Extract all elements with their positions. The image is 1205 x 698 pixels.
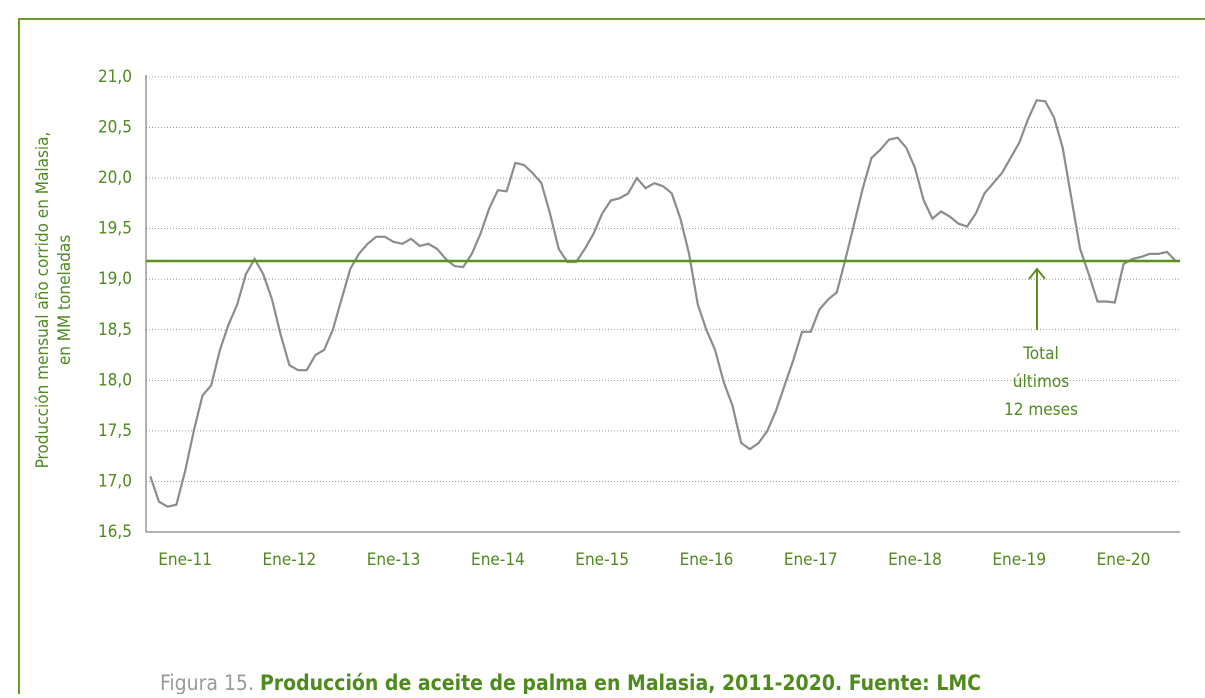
y-tick-label: 18,5	[98, 320, 132, 340]
x-tick-label: Ene-14	[471, 550, 525, 570]
x-tick-label: Ene-11	[158, 550, 212, 570]
y-tick-label: 19,5	[98, 219, 132, 239]
y-tick-label: 20,5	[98, 118, 132, 138]
annotation-text: Total	[1022, 344, 1058, 364]
annotation-arrowhead	[1028, 267, 1046, 280]
y-tick-label: 16,5	[98, 522, 132, 542]
y-tick-label: 19,0	[98, 269, 132, 289]
data-line	[149, 99, 1177, 508]
x-tick-label: Ene-13	[367, 550, 421, 570]
x-tick-label: Ene-16	[680, 550, 734, 570]
y-tick-label: 18,0	[98, 370, 132, 390]
y-tick-label: 17,5	[98, 421, 132, 441]
x-tick-label: Ene-17	[784, 550, 838, 570]
y-tick-label: 20,0	[98, 168, 132, 188]
x-tick-label: Ene-15	[575, 550, 629, 570]
x-tick-label: Ene-20	[1097, 550, 1151, 570]
caption-text: Producción de aceite de palma en Malasia…	[260, 671, 981, 694]
x-tick-label: Ene-19	[992, 550, 1046, 570]
y-tick-label: 17,0	[98, 471, 132, 491]
annotation-text: últimos	[1013, 372, 1069, 392]
y-tick-label: 21,0	[98, 67, 132, 87]
x-tick-label: Ene-18	[888, 550, 942, 570]
caption: Figura 15. Producción de aceite de palma…	[160, 671, 981, 694]
x-tick-label: Ene-12	[262, 550, 316, 570]
y-axis-label: en MM toneladas	[55, 235, 75, 365]
caption-label: Figura 15.	[160, 671, 254, 694]
annotation-text: 12 meses	[1004, 400, 1078, 420]
y-axis-label: Producción mensual año corrido en Malasi…	[33, 132, 53, 469]
